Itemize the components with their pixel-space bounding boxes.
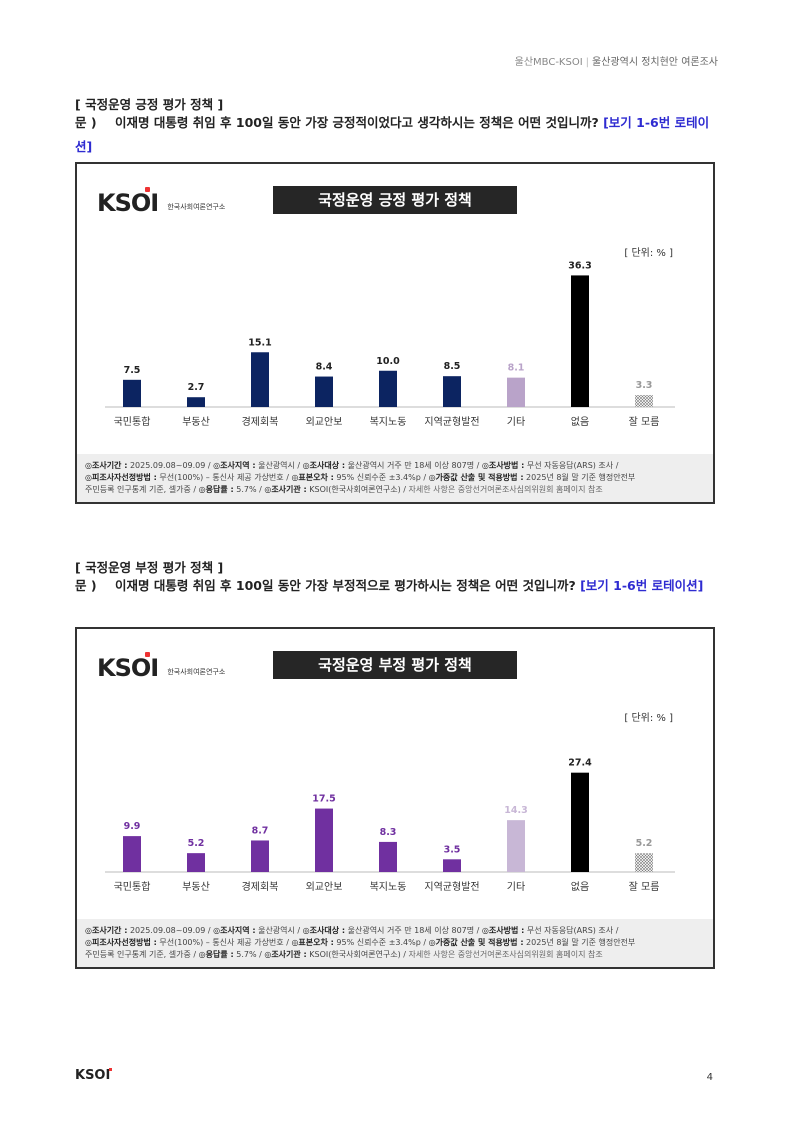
- category-label: 외교안보: [306, 881, 343, 893]
- bar-2: [187, 397, 205, 407]
- logo-dot-icon: [145, 652, 150, 657]
- bar-value-label: 36.3: [568, 260, 591, 271]
- bar-value-label: 7.5: [124, 365, 141, 376]
- category-label: 외교안보: [306, 416, 343, 428]
- bar-8: [571, 772, 589, 872]
- logo-subtitle: 한국사회여론연구소: [167, 202, 226, 211]
- ksoi-logo: KSOI 한국사회여론연구소: [97, 187, 226, 217]
- bar-6: [443, 859, 461, 872]
- header-org: 울산MBC-KSOI: [514, 57, 583, 68]
- bar-2: [187, 853, 205, 872]
- bar-5: [379, 370, 397, 407]
- bar-3: [251, 840, 269, 872]
- question-text: 이재명 대통령 취임 후 100일 동안 가장 부정적으로 평가하시는 정책은 …: [115, 578, 576, 593]
- bar-3: [251, 352, 269, 407]
- category-label: 부동산: [182, 881, 210, 893]
- logo-mark: KSOI: [97, 654, 159, 682]
- bar-value-label: 27.4: [568, 758, 592, 769]
- category-label: 국민통합: [114, 416, 151, 428]
- bar-1: [123, 379, 141, 407]
- chart-unit: [ 단위: % ]: [624, 248, 673, 259]
- logo-dot-icon: [145, 187, 150, 192]
- logo-subtitle: 한국사회여론연구소: [167, 667, 226, 676]
- bottom-ksoi-logo: KSOI: [75, 1068, 113, 1083]
- bar-value-label: 8.1: [508, 363, 525, 374]
- bar-5: [379, 841, 397, 872]
- chart-title: 국정운영 긍정 평가 정책: [273, 186, 517, 214]
- chart-unit: [ 단위: % ]: [624, 713, 673, 724]
- category-label: 복지노동: [370, 416, 407, 428]
- section2-title: [ 국정운영 부정 평가 정책 ]: [75, 560, 224, 575]
- bar-value-label: 3.5: [444, 844, 461, 855]
- bar-value-label: 2.7: [188, 382, 205, 393]
- category-label: 부동산: [182, 416, 210, 428]
- bar-7: [507, 820, 525, 872]
- section2-question: 문 ) 이재명 대통령 취임 후 100일 동안 가장 부정적으로 평가하시는 정…: [75, 574, 715, 598]
- bar-9: [635, 395, 653, 407]
- bar-value-label: 5.2: [188, 838, 205, 849]
- category-label: 국민통합: [114, 881, 151, 893]
- bar-value-label: 9.9: [124, 821, 141, 832]
- bar-value-label: 10.0: [376, 356, 400, 367]
- logo-mark: KSOI: [97, 189, 159, 217]
- bar-value-label: 8.7: [252, 825, 269, 836]
- chart-negative: KSOI 한국사회여론연구소 국정운영 부정 평가 정책 [ 단위: % ] 9…: [75, 627, 715, 969]
- bar-value-label: 8.5: [444, 361, 461, 372]
- bar-value-label: 15.1: [248, 337, 271, 348]
- bar-chart-positive: 7.5 국민통합 2.7 부동산 15.1 경제회복 8.4 외교안보 10.0 복지노동 8.5 지…: [105, 260, 675, 428]
- bar-4: [315, 376, 333, 407]
- category-label: 지역균형발전: [424, 416, 479, 428]
- category-label: 경제회복: [242, 880, 279, 893]
- bar-value-label: 8.4: [316, 362, 333, 373]
- bar-1: [123, 836, 141, 872]
- bar-6: [443, 376, 461, 407]
- category-label: 기타: [507, 881, 525, 893]
- chart-title: 국정운영 부정 평가 정책: [273, 651, 517, 679]
- question-prefix: 문 ): [75, 115, 97, 130]
- chart-positive: KSOI 한국사회여론연구소 국정운영 긍정 평가 정책 [ 단위: % ] 7…: [75, 162, 715, 504]
- category-label: 잘 모름: [629, 881, 660, 893]
- category-label: 기타: [507, 416, 525, 428]
- bar-value-label: 3.3: [636, 380, 653, 391]
- bar-9: [635, 853, 653, 872]
- question-rotation: [보기 1-6번 로테이션]: [75, 115, 710, 154]
- bar-value-label: 8.3: [380, 827, 397, 838]
- page-header: 울산MBC-KSOI | 울산광역시 정치현안 여론조사: [515, 53, 718, 68]
- bar-value-label: 17.5: [312, 794, 335, 805]
- header-separator: |: [585, 57, 590, 68]
- question-text: 이재명 대통령 취임 후 100일 동안 가장 긍정적이었다고 생각하시는 정책…: [115, 115, 599, 130]
- bar-value-label: 14.3: [504, 805, 527, 816]
- bar-7: [507, 377, 525, 407]
- category-label: 없음: [571, 415, 589, 428]
- category-label: 잘 모름: [629, 416, 660, 428]
- header-title: 울산광역시 정치현안 여론조사: [592, 57, 718, 68]
- question-prefix: 문 ): [75, 578, 97, 593]
- bar-value-label: 5.2: [636, 838, 653, 849]
- section1-title: [ 국정운영 긍정 평가 정책 ]: [75, 97, 224, 112]
- bar-8: [571, 275, 589, 407]
- survey-footnote: ◎조사기간 : 2025.09.08~09.09 / ◎조사지역 : 울산광역시…: [77, 454, 713, 502]
- survey-footnote: ◎조사기간 : 2025.09.08~09.09 / ◎조사지역 : 울산광역시…: [77, 919, 713, 967]
- page-number: 4: [706, 1072, 713, 1083]
- category-label: 없음: [571, 880, 589, 893]
- ksoi-logo: KSOI 한국사회여론연구소: [97, 652, 226, 682]
- section1-question: 문 ) 이재명 대통령 취임 후 100일 동안 가장 긍정적이었다고 생각하시는…: [75, 111, 715, 159]
- category-label: 경제회복: [242, 415, 279, 428]
- bar-chart-negative: 9.9 국민통합 5.2 부동산 8.7 경제회복 17.5 외교안보 8.3 복지노동 3.5 지역…: [105, 758, 675, 893]
- category-label: 지역균형발전: [424, 881, 479, 893]
- category-label: 복지노동: [370, 881, 407, 893]
- bar-4: [315, 808, 333, 872]
- logo-dot-icon: [109, 1068, 113, 1071]
- question-rotation: [보기 1-6번 로테이션]: [580, 578, 704, 593]
